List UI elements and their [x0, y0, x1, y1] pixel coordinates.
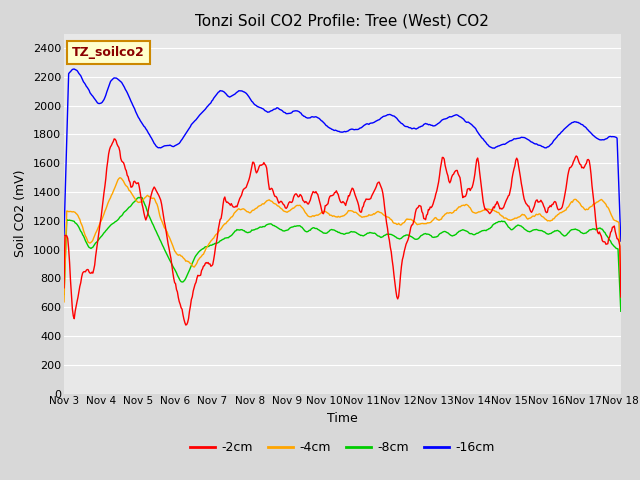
Title: Tonzi Soil CO2 Profile: Tree (West) CO2: Tonzi Soil CO2 Profile: Tree (West) CO2	[195, 13, 490, 28]
Legend: -2cm, -4cm, -8cm, -16cm: -2cm, -4cm, -8cm, -16cm	[186, 436, 499, 459]
Text: TZ_soilco2: TZ_soilco2	[72, 46, 145, 59]
Y-axis label: Soil CO2 (mV): Soil CO2 (mV)	[15, 170, 28, 257]
X-axis label: Time: Time	[327, 412, 358, 425]
